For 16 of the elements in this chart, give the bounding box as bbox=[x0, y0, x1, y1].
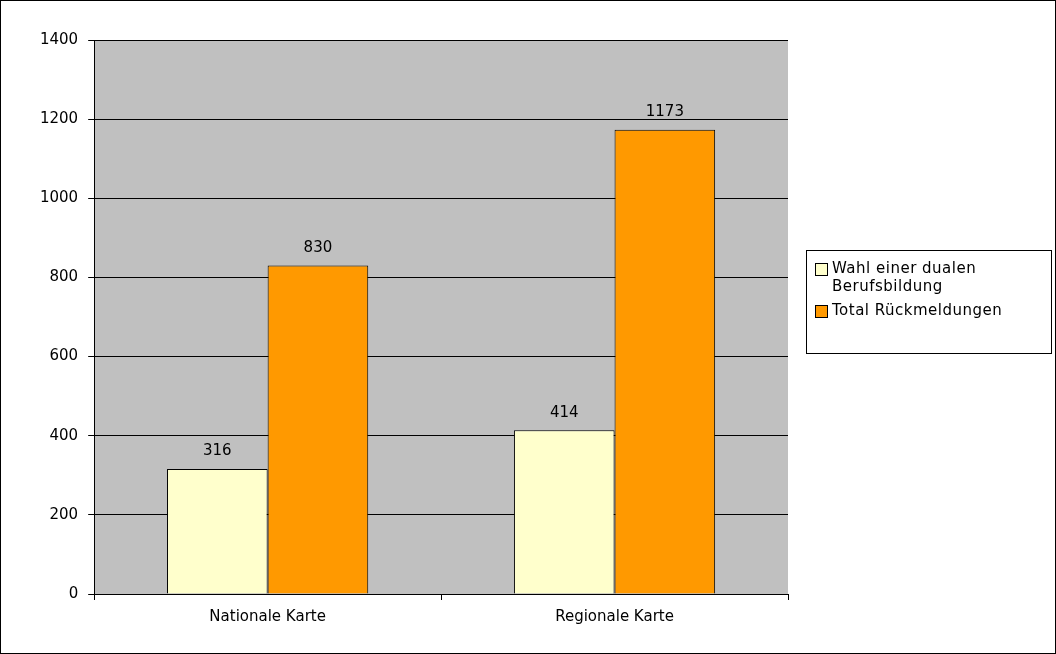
y-tick-label: 0 bbox=[68, 583, 79, 602]
y-tick-label: 1000 bbox=[39, 188, 79, 207]
legend-label: Total Rückmeldungen bbox=[832, 301, 1003, 319]
y-tick-label: 1400 bbox=[39, 29, 79, 48]
data-label: 316 bbox=[203, 441, 232, 460]
y-tick-label: 800 bbox=[49, 267, 79, 286]
x-tick-label: Regionale Karte bbox=[555, 606, 674, 625]
y-tick-label: 600 bbox=[49, 346, 79, 365]
legend-label: Wahl einer dualen Berufsbildung bbox=[832, 259, 978, 295]
y-tick-label: 200 bbox=[49, 504, 79, 523]
data-label: 830 bbox=[303, 237, 333, 256]
y-tick-label: 1200 bbox=[39, 109, 79, 128]
data-label: 414 bbox=[549, 402, 579, 421]
y-tick-label: 400 bbox=[49, 425, 79, 444]
data-label: 1173 bbox=[645, 102, 684, 121]
x-tick-label: Nationale Karte bbox=[209, 606, 326, 625]
